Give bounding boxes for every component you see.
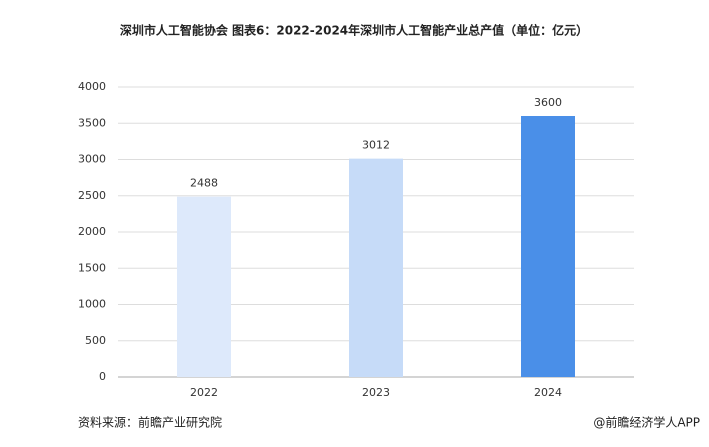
x-tick-label: 2024 bbox=[534, 386, 562, 399]
value-label: 2488 bbox=[190, 177, 218, 190]
y-tick-label: 0 bbox=[99, 370, 106, 383]
bar bbox=[349, 158, 403, 377]
y-tick-label: 2500 bbox=[78, 189, 106, 202]
y-tick-label: 1500 bbox=[78, 261, 106, 274]
y-tick-label: 3500 bbox=[78, 116, 106, 129]
y-tick-label: 500 bbox=[85, 334, 106, 347]
bar bbox=[521, 116, 575, 377]
value-label: 3600 bbox=[534, 96, 562, 109]
value-label: 3012 bbox=[362, 139, 390, 152]
y-tick-label: 1000 bbox=[78, 298, 106, 311]
y-tick-label: 4000 bbox=[78, 80, 106, 93]
y-tick-label: 3000 bbox=[78, 153, 106, 166]
bar bbox=[177, 196, 231, 377]
y-tick-label: 2000 bbox=[78, 225, 106, 238]
credit-note: @前瞻经济学人APP bbox=[593, 415, 700, 430]
x-tick-label: 2023 bbox=[362, 386, 390, 399]
chart-title: 深圳市人工智能协会 图表6：2022-2024年深圳市人工智能产业总产值（单位：… bbox=[120, 23, 588, 38]
x-tick-label: 2022 bbox=[190, 386, 218, 399]
source-note: 资料来源：前瞻产业研究院 bbox=[78, 415, 222, 430]
